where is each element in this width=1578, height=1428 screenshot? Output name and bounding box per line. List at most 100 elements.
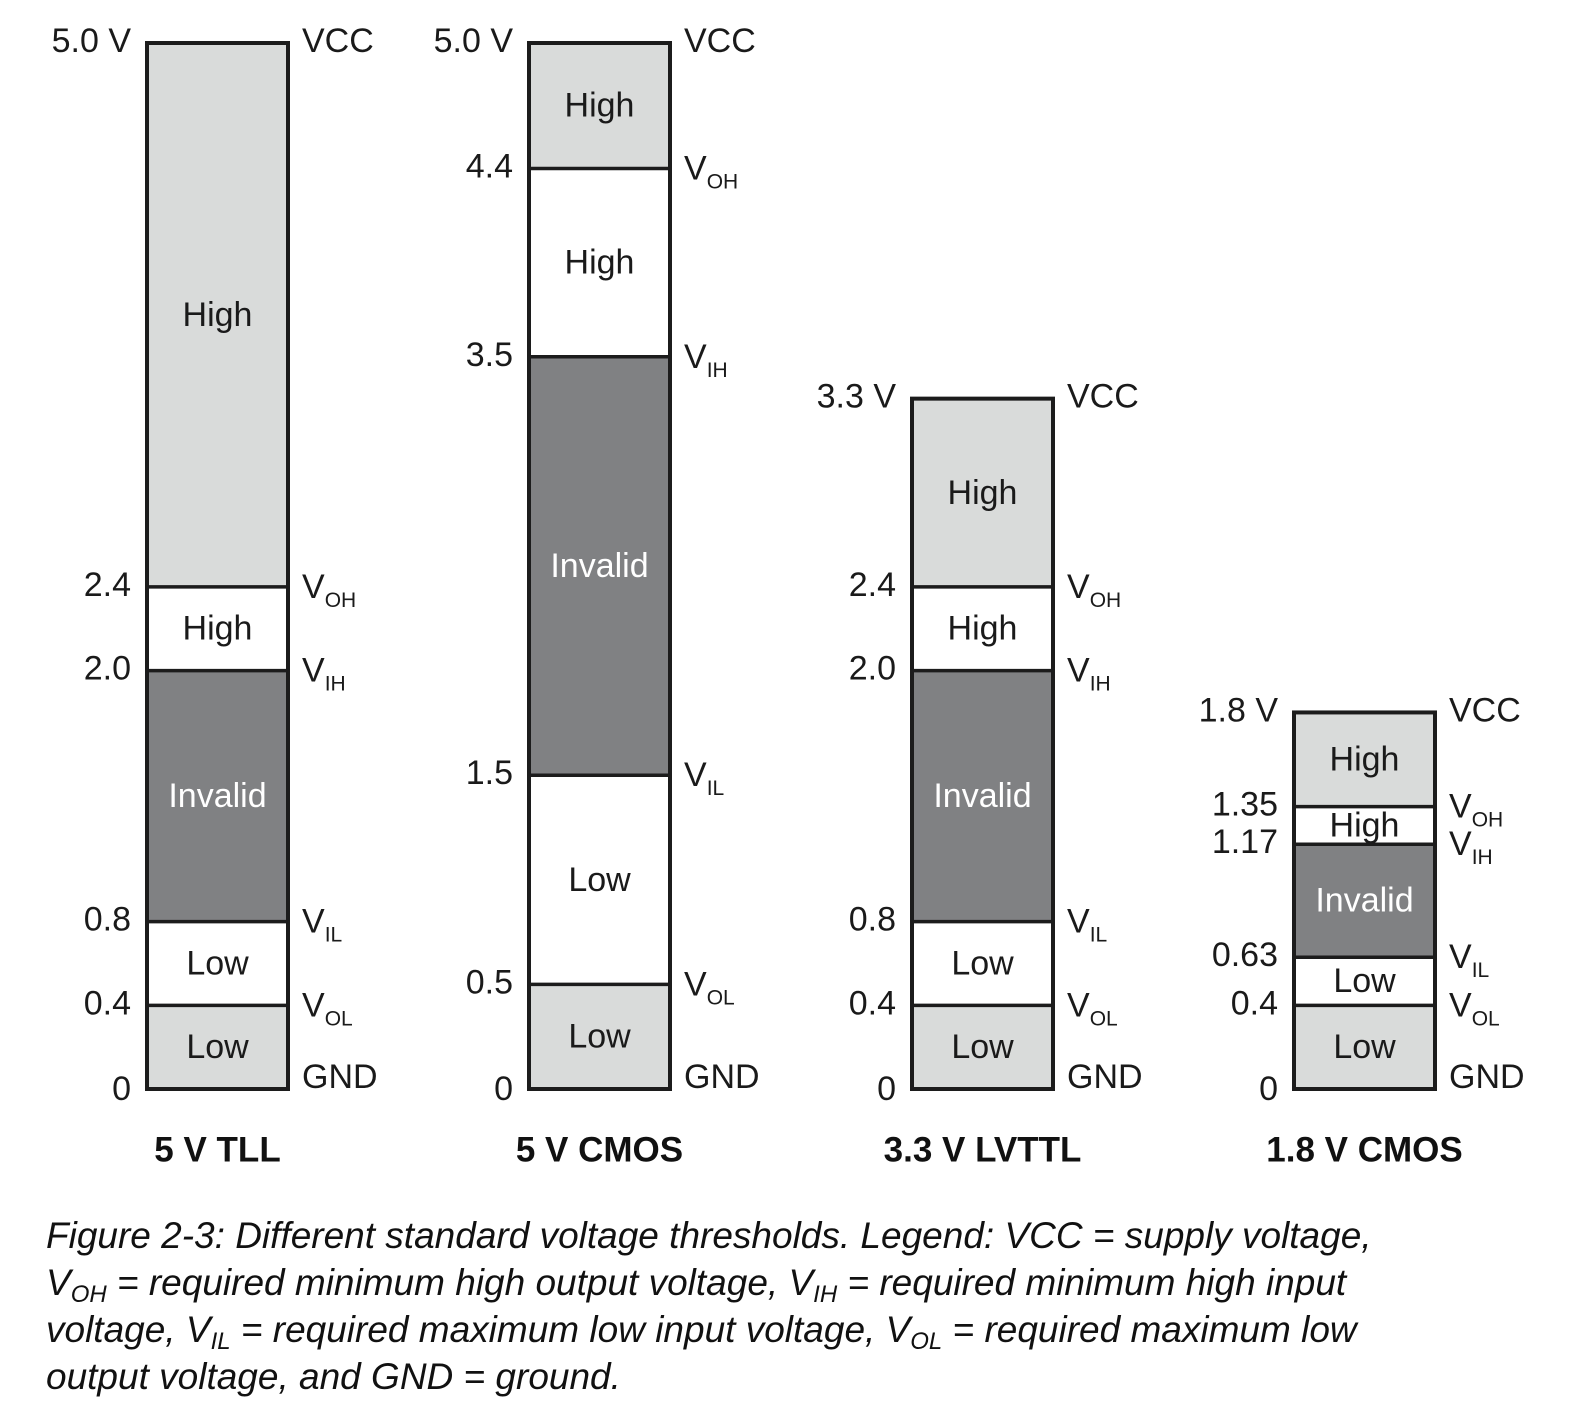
threshold-voltage-label: 0.4 <box>1231 984 1278 1022</box>
caption-v-oh-symbol: V <box>46 1262 71 1303</box>
caption-v-ih: VIH <box>788 1262 837 1307</box>
svg-text:VIL: VIL <box>1449 938 1489 982</box>
svg-text:VIL: VIL <box>302 903 342 947</box>
svg-text:VIH: VIH <box>1067 652 1111 696</box>
threshold-name-il: VIL <box>684 756 724 800</box>
segment-input-band <box>912 586 1053 671</box>
standard-1: High High Invalid Low Low 5.0 V 2.4 VOH 2.0 VIH 0.… <box>52 22 378 1169</box>
threshold-name-oh: VOH <box>1449 788 1503 832</box>
threshold-voltage-label: 3.5 <box>466 336 513 374</box>
svg-text:VIH: VIH <box>1449 825 1493 869</box>
segment-high-output <box>147 43 288 587</box>
segment-input-band <box>529 168 670 357</box>
gnd-label: GND <box>1449 1058 1525 1096</box>
segment-invalid <box>147 670 288 922</box>
gnd-label: GND <box>302 1058 378 1096</box>
segment-label: High <box>565 244 635 282</box>
bar-outline <box>527 41 672 1091</box>
svg-text:VOL: VOL <box>1449 986 1500 1030</box>
segment-label: High <box>1330 740 1400 778</box>
svg-text:VOL: VOL <box>1067 986 1118 1030</box>
segment-low-output <box>529 984 670 1089</box>
threshold-name-ol: VOL <box>302 986 353 1030</box>
standard-2: High High Invalid Low Low 5.0 V 4.4 VOH 3.5 VIH 1.… <box>434 22 760 1169</box>
segment-low-output <box>1294 1005 1435 1089</box>
caption-v-il-subscript: IL <box>210 1328 231 1355</box>
standard-name: 5 V TLL <box>154 1130 280 1169</box>
threshold-voltage-label: 0.63 <box>1212 936 1278 974</box>
segment-label: High <box>565 87 635 125</box>
bar-outline <box>910 396 1055 1091</box>
threshold-name-oh: VOH <box>684 150 738 194</box>
segment-input-band <box>147 586 288 671</box>
segment-label: Invalid <box>168 777 266 815</box>
vcc-label: VCC <box>302 22 374 60</box>
segment-label: High <box>948 474 1018 512</box>
gnd-label: GND <box>1067 1058 1143 1096</box>
segment-label: High <box>1330 806 1400 844</box>
threshold-voltage-label: 0.5 <box>466 963 513 1001</box>
segment-invalid <box>529 356 670 776</box>
caption-v-oh: VOH <box>46 1262 107 1307</box>
threshold-voltage-label: 2.4 <box>849 566 896 604</box>
supply-voltage-label: 3.3 V <box>817 378 897 416</box>
standard-name: 1.8 V CMOS <box>1266 1130 1462 1169</box>
threshold-name-il: VIL <box>302 903 342 947</box>
segment-label: Low <box>186 1028 249 1066</box>
zero-voltage-label: 0 <box>877 1070 896 1108</box>
caption-v-ol: VOL <box>886 1309 943 1354</box>
threshold-name-ih: VIH <box>684 338 728 382</box>
bar-outline <box>145 41 290 1091</box>
threshold-name-ol: VOL <box>684 965 735 1009</box>
threshold-name-il: VIL <box>1067 903 1107 947</box>
segment-label: Low <box>568 861 631 899</box>
threshold-voltage-label: 1.5 <box>466 754 513 792</box>
threshold-voltage-label: 1.17 <box>1212 823 1278 861</box>
caption-text-3: = required minimum high input <box>837 1262 1347 1303</box>
supply-voltage-label: 1.8 V <box>1199 691 1279 729</box>
supply-voltage-label: 5.0 V <box>434 22 514 60</box>
caption-v-ol-subscript: OL <box>910 1328 943 1355</box>
threshold-name-oh: VOH <box>1067 568 1121 612</box>
segment-label: Low <box>1333 1028 1396 1066</box>
caption-text-1: Figure 2-3: Different standard voltage t… <box>46 1215 1372 1256</box>
segment-label: High <box>948 610 1018 648</box>
svg-text:VIL: VIL <box>684 756 724 800</box>
threshold-name-il: VIL <box>1449 938 1489 982</box>
svg-text:VOL: VOL <box>302 986 353 1030</box>
svg-text:VOH: VOH <box>1449 788 1503 832</box>
threshold-voltage-label: 2.0 <box>84 650 131 688</box>
standard-3: High High Invalid Low Low 3.3 V 2.4 VOH 2.0 VIH 0.… <box>817 378 1143 1170</box>
segment-low-output <box>147 1005 288 1089</box>
bar-outline <box>1292 710 1437 1091</box>
caption-text-7: output voltage, and GND = ground. <box>46 1356 621 1397</box>
threshold-name-ih: VIH <box>302 652 346 696</box>
threshold-voltage-label: 4.4 <box>466 148 513 186</box>
caption-v-ih-symbol: V <box>788 1262 814 1303</box>
zero-voltage-label: 0 <box>1259 1070 1278 1108</box>
segment-input-band <box>912 921 1053 1006</box>
threshold-voltage-label: 2.4 <box>84 566 131 604</box>
threshold-voltage-label: 0.8 <box>849 901 896 939</box>
svg-text:VOH: VOH <box>302 568 356 612</box>
segment-input-band <box>1294 806 1435 845</box>
vcc-label: VCC <box>684 22 756 60</box>
segment-label: Low <box>1333 962 1396 1000</box>
standard-name: 3.3 V LVTTL <box>884 1130 1082 1169</box>
gnd-label: GND <box>684 1058 760 1096</box>
zero-voltage-label: 0 <box>494 1070 513 1108</box>
caption-text-6: = required maximum low <box>942 1309 1357 1350</box>
segment-invalid <box>912 670 1053 922</box>
segment-label: Invalid <box>933 777 1031 815</box>
vcc-label: VCC <box>1067 378 1139 416</box>
segment-label: Low <box>186 944 249 982</box>
segment-input-band <box>1294 957 1435 1006</box>
supply-voltage-label: 5.0 V <box>52 22 132 60</box>
segment-low-output <box>912 1005 1053 1089</box>
segment-label: Invalid <box>1315 882 1413 920</box>
segment-label: Low <box>951 1028 1014 1066</box>
caption-v-ih-subscript: IH <box>813 1281 838 1308</box>
vcc-label: VCC <box>1449 691 1521 729</box>
segment-high-output <box>529 43 670 169</box>
diagram-canvas: High High Invalid Low Low 5.0 V 2.4 VOH 2.0 VIH 0.… <box>52 22 1525 1170</box>
